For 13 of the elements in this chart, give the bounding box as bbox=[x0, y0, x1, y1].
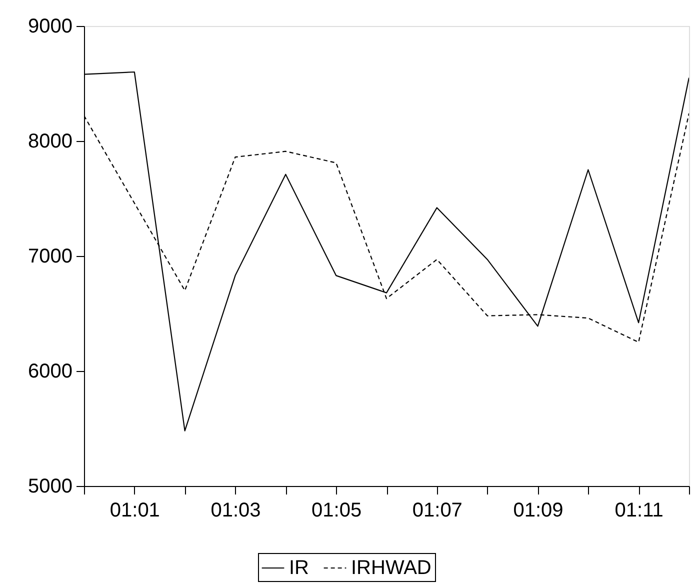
x-tick-label: 01:05 bbox=[312, 500, 362, 522]
x-tick-label: 01:09 bbox=[513, 500, 564, 522]
y-tick-label: 7000 bbox=[28, 246, 72, 268]
x-tick-label: 01:01 bbox=[110, 500, 160, 522]
y-tick-label: 9000 bbox=[28, 16, 72, 38]
x-tick-label: 01:03 bbox=[210, 500, 261, 522]
y-tick-label: 6000 bbox=[28, 360, 72, 382]
x-tick-label: 01:11 bbox=[614, 500, 664, 522]
x-tick-label: 01:07 bbox=[412, 500, 462, 522]
legend-label: IRHWAD bbox=[351, 557, 432, 579]
y-tick-label: 5000 bbox=[28, 476, 72, 498]
y-tick-label: 8000 bbox=[28, 130, 72, 152]
legend-label: IR bbox=[289, 557, 309, 579]
